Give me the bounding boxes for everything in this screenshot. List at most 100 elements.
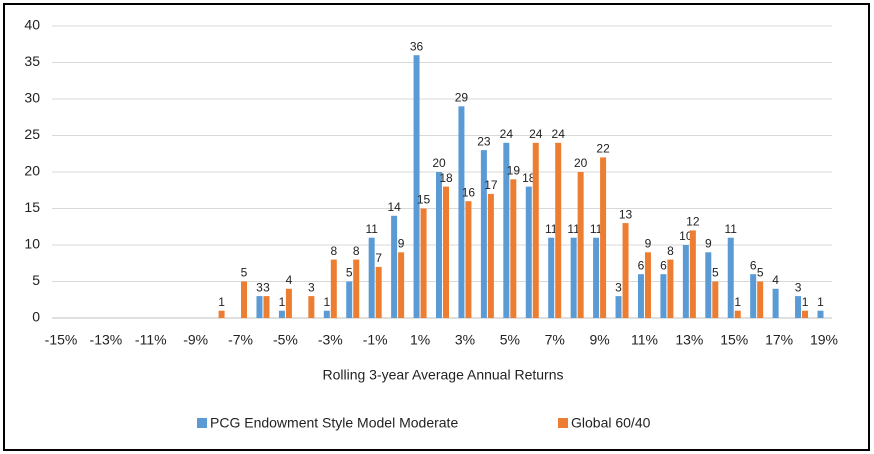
x-tick-label: -3% [318, 332, 343, 348]
bar [548, 237, 555, 318]
data-label: 20 [574, 156, 588, 170]
bar [218, 310, 225, 318]
bar [795, 296, 802, 318]
data-label: 11 [590, 222, 603, 236]
x-tick-label: -7% [228, 332, 253, 348]
y-tick-label: 15 [24, 199, 40, 215]
x-tick-label: 13% [675, 332, 703, 348]
legend-swatch [197, 418, 207, 428]
x-tick-label: -13% [90, 332, 123, 348]
data-label: 15 [417, 193, 431, 207]
data-label: 9 [705, 236, 712, 250]
bar [817, 310, 824, 318]
data-label: 6 [750, 258, 757, 272]
bar [600, 157, 607, 318]
bar [443, 186, 449, 318]
y-tick-label: 35 [24, 53, 40, 69]
bar [323, 310, 330, 318]
bar [757, 281, 764, 318]
y-tick-label: 30 [24, 90, 40, 106]
bar [503, 142, 510, 318]
legend-label: PCG Endowment Style Model Moderate [210, 415, 458, 431]
x-tick-label: 7% [545, 332, 565, 348]
bar [555, 142, 562, 318]
data-label: 11 [725, 222, 738, 236]
x-tick-label: 15% [720, 332, 748, 348]
data-label: 3 [795, 280, 802, 294]
y-tick-label: 20 [24, 163, 40, 179]
bar [241, 281, 248, 318]
legend-label: Global 60/40 [571, 415, 651, 431]
x-tick-label: 9% [589, 332, 609, 348]
data-label: 19 [507, 163, 521, 177]
bar [622, 223, 629, 318]
bar [667, 259, 674, 318]
data-label: 36 [410, 39, 424, 53]
bar [263, 296, 270, 318]
data-label: 6 [638, 258, 645, 272]
bar [368, 237, 375, 318]
bar [436, 172, 442, 318]
data-label: 4 [772, 273, 779, 287]
bar [727, 237, 734, 318]
x-tick-label: -5% [273, 332, 298, 348]
data-label: 6 [660, 258, 667, 272]
bar [465, 201, 472, 318]
data-label: 7 [375, 251, 382, 265]
data-label: 5 [241, 266, 248, 280]
data-label: 16 [462, 185, 476, 199]
data-label: 1 [817, 295, 824, 309]
bar [308, 296, 315, 318]
data-label: 11 [545, 222, 558, 236]
bar [420, 208, 427, 318]
bar [285, 288, 292, 318]
data-label: 13 [619, 207, 633, 221]
data-label: 24 [500, 127, 514, 141]
bar [391, 215, 398, 318]
bar [615, 296, 622, 318]
data-label: 1 [734, 295, 741, 309]
x-axis-title: Rolling 3-year Average Annual Returns [322, 367, 563, 383]
bar [772, 288, 779, 318]
x-tick-label: 19% [810, 332, 838, 348]
x-tick-label: 3% [455, 332, 475, 348]
data-label: 3 [263, 280, 270, 294]
data-label: 22 [596, 142, 610, 156]
bar [458, 106, 465, 318]
bar [532, 142, 539, 318]
bar [510, 179, 517, 318]
bar [525, 186, 532, 318]
data-label: 11 [365, 222, 378, 236]
data-label: 8 [353, 244, 360, 258]
x-tick-label: 1% [410, 332, 430, 348]
bar [637, 274, 644, 318]
y-tick-label: 25 [24, 126, 40, 142]
data-label: 14 [387, 200, 401, 214]
data-label: 1 [218, 295, 225, 309]
data-label: 17 [484, 178, 498, 192]
data-label: 10 [679, 229, 693, 243]
x-tick-label: -1% [363, 332, 388, 348]
data-label: 1 [279, 295, 286, 309]
x-tick-label: 17% [765, 332, 793, 348]
bar [660, 274, 667, 318]
bar [487, 193, 494, 318]
data-label: 5 [712, 266, 719, 280]
data-label: 9 [645, 236, 652, 250]
data-label: 24 [552, 127, 566, 141]
bar [705, 252, 712, 318]
bar [593, 237, 600, 318]
bar [734, 310, 741, 318]
bar [577, 172, 584, 318]
data-label: 3 [256, 280, 263, 294]
bar [802, 310, 809, 318]
data-label: 18 [439, 171, 453, 185]
bar [644, 252, 651, 318]
data-label: 20 [432, 156, 446, 170]
legend-swatch [558, 418, 568, 428]
data-label: 1 [802, 295, 809, 309]
bar [346, 281, 353, 318]
bar [413, 55, 420, 318]
data-label: 5 [346, 266, 353, 280]
